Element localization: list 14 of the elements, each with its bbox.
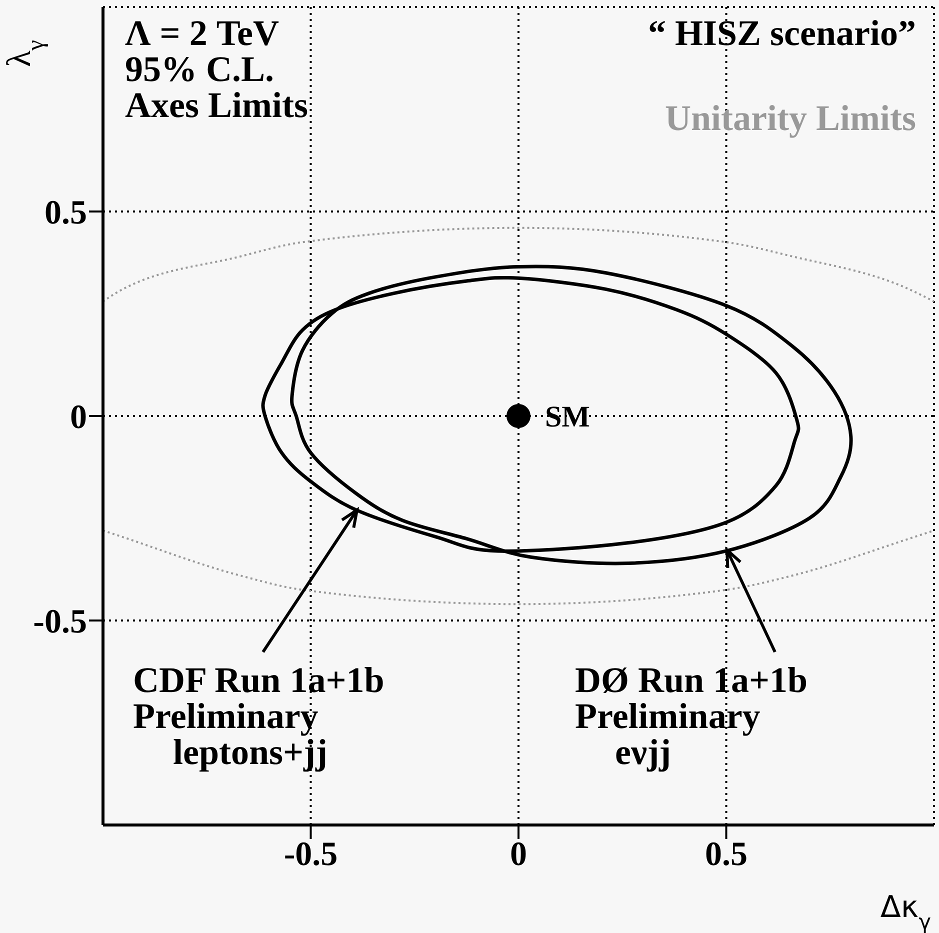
annotation: DØ Run 1a+1b Preliminary eνjj — [575, 660, 808, 772]
x-axis-title: Δκ$_{γ}$ — [880, 890, 931, 933]
line-series — [103, 226, 934, 302]
annotation: “ HISZ scenario” — [648, 13, 916, 53]
x-tick-label: 0 — [510, 836, 527, 874]
x-tick-label: -0.5 — [284, 836, 338, 874]
y-tick-label: 0.5 — [44, 194, 87, 232]
line-series — [103, 530, 934, 606]
y-tick-label: -0.5 — [33, 604, 87, 641]
text: Unitarity Limits — [665, 98, 916, 138]
y-tick-label: 0 — [70, 399, 87, 436]
annotation: Λ = 2 TeV 95% C.L. Axes Limits — [125, 13, 308, 125]
annotation: CDF Run 1a+1b Preliminary leptons+jj — [133, 660, 384, 772]
x-tick-label: 0.5 — [705, 836, 748, 874]
